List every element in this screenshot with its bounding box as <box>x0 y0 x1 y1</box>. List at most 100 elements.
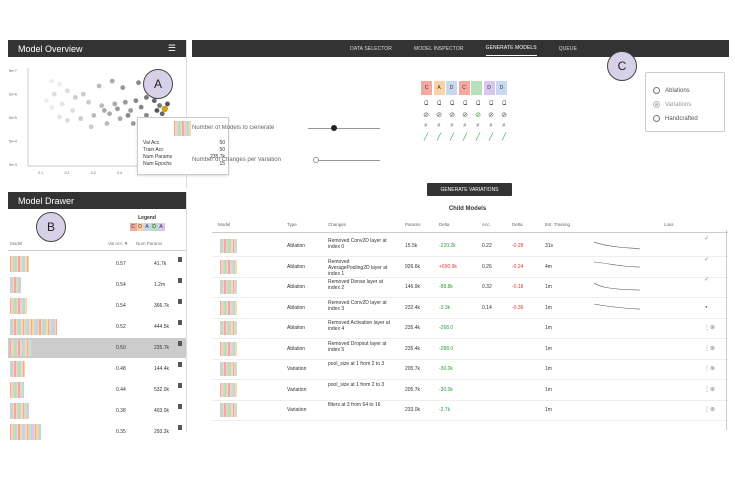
drawer-model-row[interactable]: 0.38 403.0k <box>8 401 186 421</box>
num-changes-slider-track[interactable] <box>316 160 380 161</box>
layer-block[interactable] <box>471 81 482 95</box>
disable-icon[interactable]: ⊘ <box>501 112 507 119</box>
trash-icon[interactable] <box>178 425 182 430</box>
layer-block[interactable]: A <box>433 81 445 95</box>
drawer-model-row[interactable]: 0.48 144.4k <box>8 359 186 379</box>
scatter-point[interactable] <box>91 112 97 118</box>
queue-remove-icon[interactable]: ⋮⊗ <box>704 407 716 413</box>
split-icon[interactable]: ⫑ <box>488 100 494 107</box>
radio-circle-icon[interactable] <box>653 101 660 108</box>
tab-queue[interactable]: QUEUE <box>558 45 577 52</box>
drawer-model-row[interactable]: 0.57 41.7k <box>8 254 186 274</box>
drawer-col-params[interactable]: Num Params <box>136 241 163 246</box>
edit-icon[interactable]: ╱ <box>488 134 494 141</box>
table-scrollbar[interactable] <box>726 230 727 430</box>
zoom-icon[interactable]: ⌕ <box>437 122 441 129</box>
scatter-point[interactable] <box>80 91 86 97</box>
edit-icon[interactable]: ╱ <box>501 134 507 141</box>
zoom-icon[interactable]: ⌕ <box>489 122 493 129</box>
scatter-point[interactable] <box>99 103 105 108</box>
child-model-row[interactable]: Variation pool_size at 1 from 2 to 3 205.7… <box>212 359 728 380</box>
scatter-point[interactable] <box>112 101 118 107</box>
child-col-delta[interactable]: Delta <box>439 222 450 227</box>
scatter-point[interactable] <box>57 114 62 120</box>
scatter-point[interactable] <box>151 98 157 104</box>
zoom-icon[interactable]: ⌕ <box>502 122 506 129</box>
child-col-model[interactable]: Model <box>218 222 231 227</box>
scatter-point[interactable] <box>104 121 110 126</box>
scatter-point[interactable] <box>96 83 102 89</box>
scatter-point[interactable] <box>88 124 94 130</box>
hamburger-icon[interactable]: ☰ <box>167 43 176 53</box>
scatter-point[interactable] <box>128 108 134 113</box>
radio-ablations[interactable]: Ablations <box>653 87 690 94</box>
split-icon[interactable]: ⫑ <box>462 100 468 107</box>
drawer-col-valacc[interactable]: Val Acc ▼ <box>108 241 129 246</box>
trash-icon[interactable] <box>178 341 182 346</box>
child-model-row[interactable]: Ablation Removed Conv2D layer at index 3 2… <box>212 298 728 319</box>
edit-icon[interactable]: ╱ <box>475 134 481 141</box>
edit-icon[interactable]: ╱ <box>436 134 442 141</box>
trash-icon[interactable] <box>178 383 182 388</box>
drawer-model-row[interactable]: 0.52 444.5k <box>8 317 186 337</box>
trash-icon[interactable] <box>178 320 182 325</box>
scatter-point[interactable] <box>51 91 57 97</box>
scatter-point[interactable] <box>157 103 162 108</box>
trash-icon[interactable] <box>178 404 182 409</box>
scatter-point[interactable] <box>59 101 65 107</box>
scatter-point[interactable] <box>161 105 169 113</box>
child-col-est-training[interactable]: Est. Training <box>545 222 571 227</box>
radio-circle-icon[interactable] <box>653 115 660 122</box>
num-models-slider-knob[interactable] <box>331 125 337 131</box>
scatter-point[interactable] <box>144 95 149 100</box>
scatter-point[interactable] <box>72 95 78 100</box>
queue-remove-icon[interactable]: ⋮⊗ <box>704 325 716 331</box>
disable-icon[interactable]: ⊘ <box>423 112 429 119</box>
edit-icon[interactable]: ╱ <box>449 134 455 141</box>
split-icon[interactable]: ⫑ <box>501 100 507 107</box>
scatter-point[interactable] <box>115 106 120 112</box>
drawer-model-row[interactable]: 0.54 1.2m <box>8 275 186 295</box>
trash-icon[interactable] <box>178 257 182 262</box>
layer-block[interactable]: D <box>496 81 507 95</box>
edit-icon[interactable]: ╱ <box>423 134 429 141</box>
scatter-point[interactable] <box>130 121 136 126</box>
scatter-point[interactable] <box>165 101 170 107</box>
scatter-point[interactable] <box>144 112 149 118</box>
scatter-point[interactable] <box>136 80 141 86</box>
child-col-changes[interactable]: Changes <box>328 222 347 227</box>
scatter-point[interactable] <box>154 108 160 113</box>
trash-icon[interactable] <box>178 362 182 367</box>
zoom-icon[interactable]: ⌕ <box>424 122 428 129</box>
layer-block[interactable]: D <box>483 81 495 95</box>
tab-generate-models[interactable]: GENERATE MODELS <box>485 41 537 56</box>
generate-variations-button[interactable]: GENERATE VARIATIONS <box>427 183 512 196</box>
scatter-point[interactable] <box>159 111 165 117</box>
child-model-row[interactable]: Variation pool_size at 1 from 2 to 3 205.7… <box>212 380 728 401</box>
zoom-icon[interactable]: ⌕ <box>463 122 467 129</box>
child-col-loss[interactable]: Loss <box>664 222 674 227</box>
disable-icon[interactable]: ⊘ <box>488 112 494 119</box>
queue-remove-icon[interactable]: ⋮⊗ <box>704 345 716 352</box>
drawer-model-row[interactable]: 0.50 235.7k <box>8 338 186 358</box>
drawer-model-row[interactable]: 0.35 293.2k <box>8 422 186 442</box>
child-model-row[interactable]: Ablation Removed Dense layer at index 2 14… <box>212 277 728 298</box>
scatter-point[interactable] <box>138 104 144 110</box>
tab-model-inspector[interactable]: MODEL INSPECTOR <box>414 45 464 52</box>
disable-icon[interactable]: ⊘ <box>462 112 468 119</box>
disable-icon[interactable]: ⊘ <box>449 112 455 119</box>
layer-block[interactable]: C <box>458 81 470 95</box>
scatter-point[interactable] <box>44 98 49 104</box>
queue-remove-icon[interactable]: ⋮⊗ <box>704 366 716 372</box>
scatter-point[interactable] <box>117 116 123 122</box>
scatter-point[interactable] <box>133 98 139 104</box>
radio-circle-icon[interactable] <box>653 87 660 94</box>
scatter-point[interactable] <box>125 112 131 118</box>
scatter-point[interactable] <box>65 88 70 94</box>
child-col-params[interactable]: Params <box>405 222 421 227</box>
scatter-point[interactable] <box>86 99 91 105</box>
layer-block[interactable]: C <box>421 81 432 95</box>
scatter-point[interactable] <box>122 99 128 105</box>
child-model-row[interactable]: Variation filters at 3 from 64 to 16 233.0… <box>212 400 728 421</box>
layer-block[interactable]: D <box>446 81 457 95</box>
